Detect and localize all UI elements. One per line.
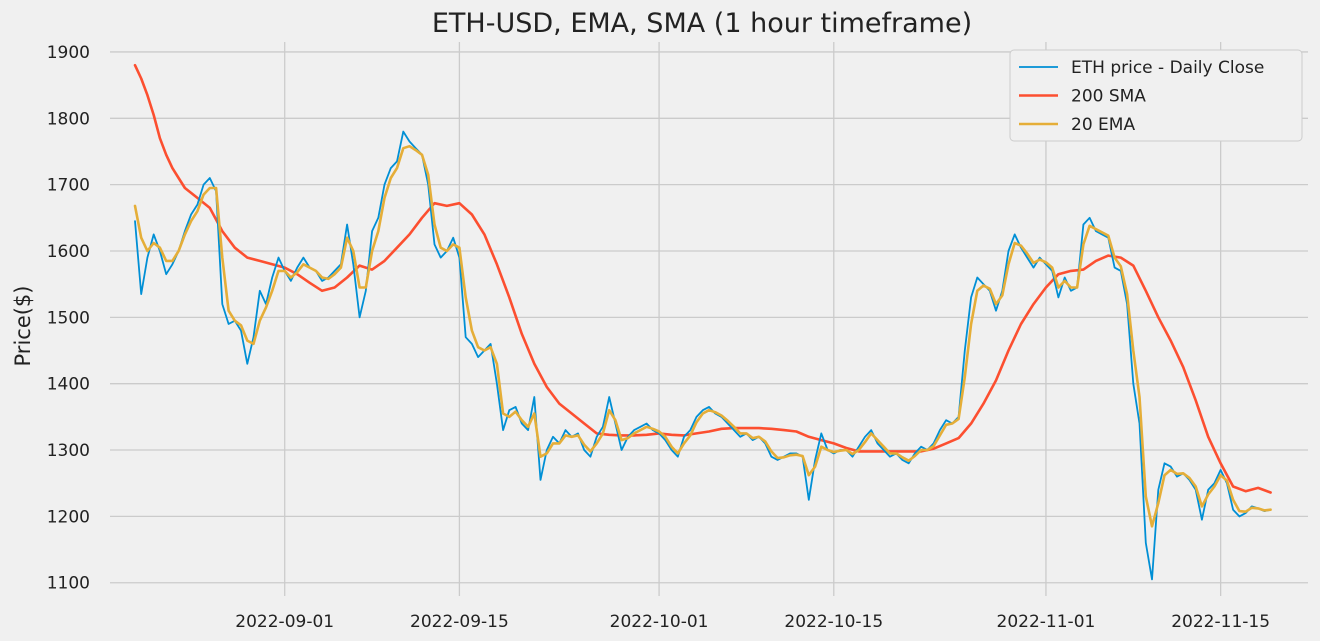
x-tick-label: 2022-11-15 <box>1171 612 1270 632</box>
series-line-0 <box>134 130 1272 581</box>
legend-box <box>1009 49 1303 142</box>
y-tick-label: 1300 <box>47 441 90 461</box>
y-tick-label: 1200 <box>47 507 90 527</box>
x-tick-label: 2022-10-15 <box>784 612 883 632</box>
y-tick-label: 1700 <box>47 176 90 196</box>
y-tick-label: 1800 <box>47 109 90 129</box>
series-layer <box>133 63 1272 581</box>
grid-layer <box>110 42 1308 596</box>
legend-label-2: 20 EMA <box>1071 115 1135 135</box>
y-axis-title: Price($) <box>11 286 35 367</box>
chart-title: ETH-USD, EMA, SMA (1 hour timeframe) <box>432 8 972 39</box>
legend-label-0: ETH price - Daily Close <box>1071 58 1264 78</box>
x-tick-label: 2022-11-01 <box>997 612 1096 632</box>
legend-items: ETH price - Daily Close 200 SMA 20 EMA <box>1019 58 1264 135</box>
y-tick-label: 1400 <box>47 375 90 395</box>
x-tick-label: 2022-09-01 <box>235 612 334 632</box>
series-line-2 <box>133 144 1272 528</box>
x-tick-label: 2022-10-01 <box>610 612 709 632</box>
x-tick-label: 2022-09-15 <box>410 612 509 632</box>
legend: ETH price - Daily Close 200 SMA 20 EMA <box>1009 49 1303 142</box>
legend-label-1: 200 SMA <box>1071 87 1146 107</box>
y-tick-label: 1500 <box>47 308 90 328</box>
y-tick-label: 1900 <box>47 43 90 63</box>
y-tick-label: 1100 <box>47 574 90 594</box>
tick-labels: 1100 1200 1300 1400 1500 1600 1700 1800 1900 2022… <box>47 43 1270 632</box>
y-tick-label: 1600 <box>47 242 90 262</box>
